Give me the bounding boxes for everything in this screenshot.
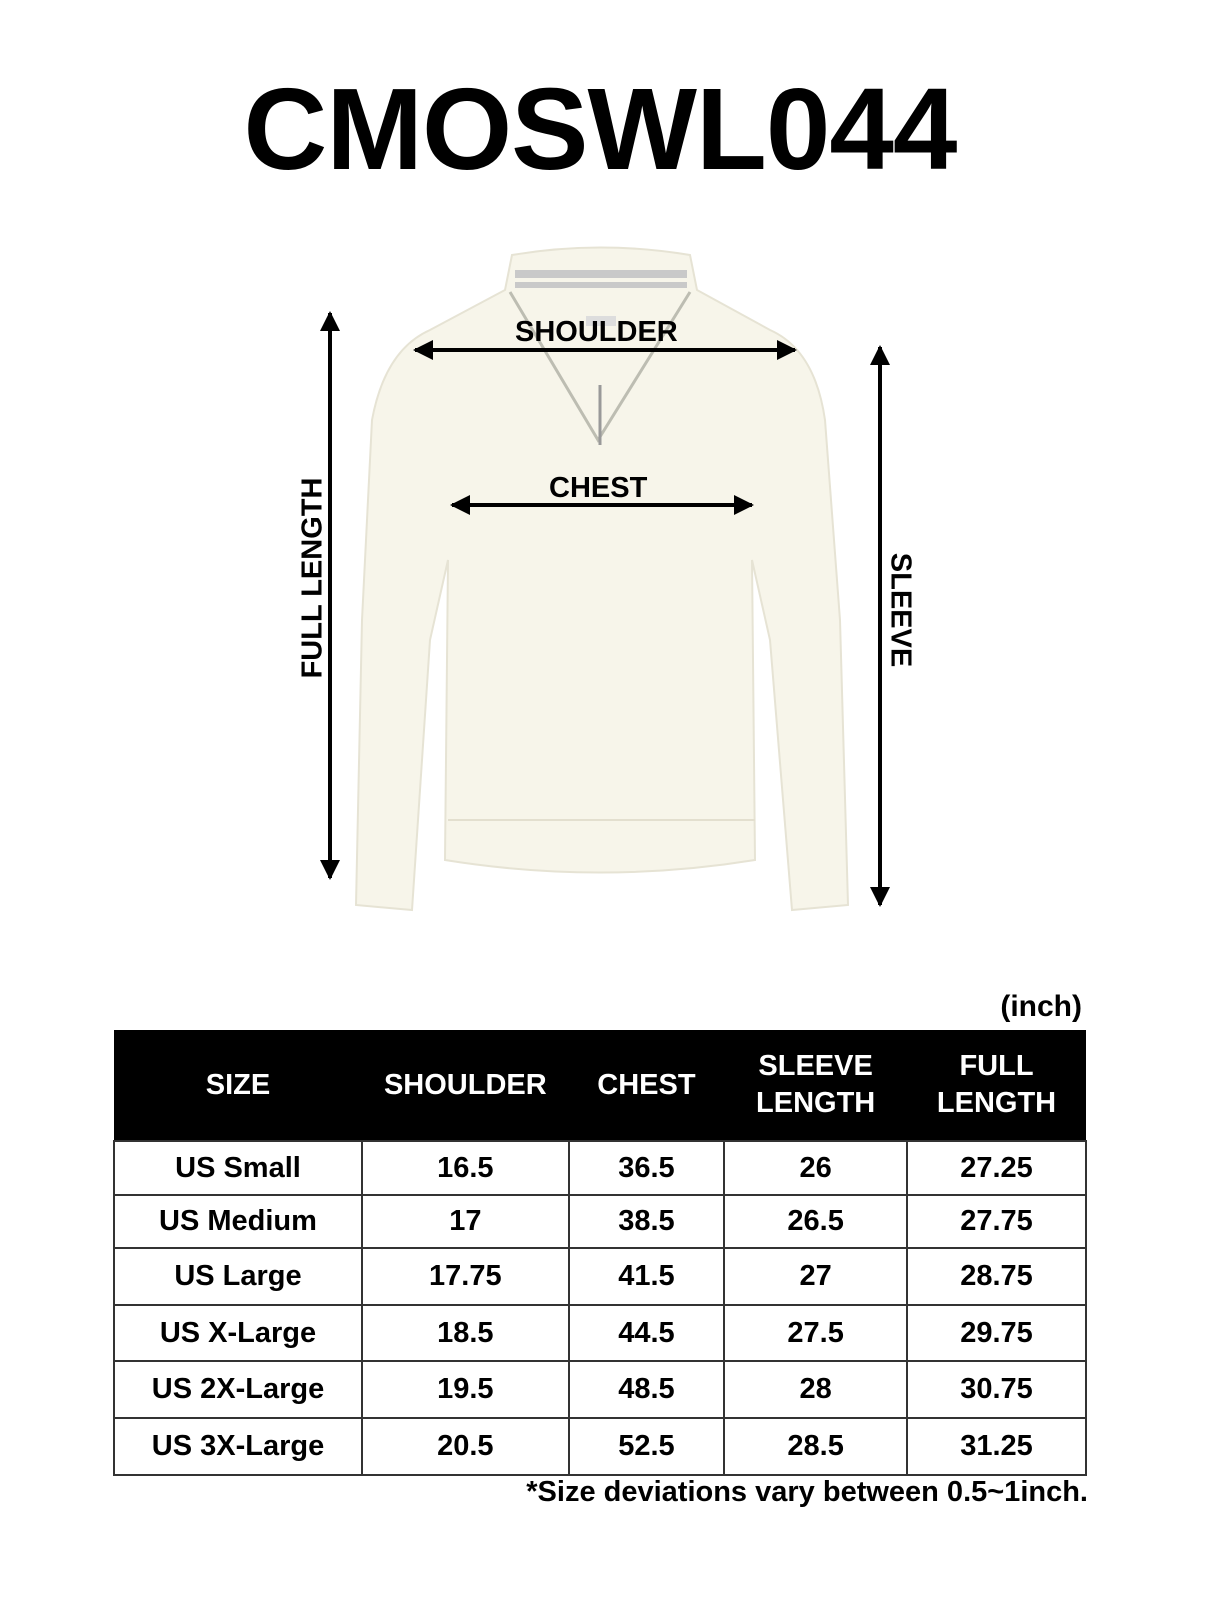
measurement-cell: 28.5 xyxy=(723,1417,909,1476)
measurement-cell: 48.5 xyxy=(567,1360,726,1419)
size-cell: US Medium xyxy=(113,1194,363,1249)
header-shoulder: SHOULDER xyxy=(361,1030,569,1141)
size-cell: US X-Large xyxy=(113,1304,363,1362)
sweater-image xyxy=(354,246,850,912)
size-cell: US 2X-Large xyxy=(113,1360,363,1419)
table-header-row: SIZE SHOULDER CHEST SLEEVE LENGTH FULL L… xyxy=(114,1030,1086,1141)
header-size: SIZE xyxy=(114,1030,362,1141)
sleeve-label: SLEEVE xyxy=(884,552,917,668)
header-full-length: FULL LENGTH xyxy=(907,1030,1086,1141)
measurement-cell: 20.5 xyxy=(360,1417,570,1476)
sweater-diagram xyxy=(320,246,890,912)
full-length-label: FULL LENGTH xyxy=(296,477,329,679)
measurement-cell: 29.75 xyxy=(906,1304,1087,1362)
size-cell: US Large xyxy=(113,1247,363,1306)
measurement-cell: 17 xyxy=(360,1194,570,1249)
chest-label: CHEST xyxy=(549,472,648,504)
measurement-cell: 26 xyxy=(723,1140,909,1196)
measurement-cell: 27.5 xyxy=(723,1304,909,1362)
table-row: US X-Large 18.5 44.5 27.5 29.75 xyxy=(113,1304,1087,1362)
size-cell: US Small xyxy=(113,1140,363,1196)
measurement-cell: 27 xyxy=(723,1247,909,1306)
measurement-cell: 52.5 xyxy=(567,1417,726,1476)
measurement-cell: 19.5 xyxy=(360,1360,570,1419)
measurement-cell: 18.5 xyxy=(360,1304,570,1362)
measurement-cell: 30.75 xyxy=(906,1360,1087,1419)
header-chest: CHEST xyxy=(568,1030,725,1141)
table-row: US 2X-Large 19.5 48.5 28 30.75 xyxy=(113,1360,1087,1419)
size-deviation-note: *Size deviations vary between 0.5~1inch. xyxy=(526,1476,1088,1508)
measurement-cell: 17.75 xyxy=(360,1247,570,1306)
measurement-cell: 38.5 xyxy=(567,1194,726,1249)
measurement-cell: 16.5 xyxy=(360,1140,570,1196)
measurement-cell: 41.5 xyxy=(567,1247,726,1306)
table-row: US Medium 17 38.5 26.5 27.75 xyxy=(113,1194,1087,1249)
header-sleeve-length: SLEEVE LENGTH xyxy=(724,1030,908,1141)
size-table: SIZE SHOULDER CHEST SLEEVE LENGTH FULL L… xyxy=(113,1030,1087,1476)
table-row: US 3X-Large 20.5 52.5 28.5 31.25 xyxy=(113,1417,1087,1476)
unit-label: (inch) xyxy=(1000,990,1082,1023)
size-cell: US 3X-Large xyxy=(113,1417,363,1476)
brand-tag xyxy=(586,316,616,326)
measurement-cell: 26.5 xyxy=(723,1194,909,1249)
measurement-cell: 27.75 xyxy=(906,1194,1087,1249)
measurement-cell: 36.5 xyxy=(567,1140,726,1196)
measurement-cell: 44.5 xyxy=(567,1304,726,1362)
measurement-cell: 28.75 xyxy=(906,1247,1087,1306)
measurement-cell: 28 xyxy=(723,1360,909,1419)
measurement-cell: 31.25 xyxy=(906,1417,1087,1476)
shoulder-label: SHOULDER xyxy=(515,316,678,348)
table-row: US Large 17.75 41.5 27 28.75 xyxy=(113,1247,1087,1306)
measurement-cell: 27.25 xyxy=(906,1140,1087,1196)
product-code-title: CMOSWL044 xyxy=(243,64,958,194)
table-row: US Small 16.5 36.5 26 27.25 xyxy=(113,1140,1087,1196)
